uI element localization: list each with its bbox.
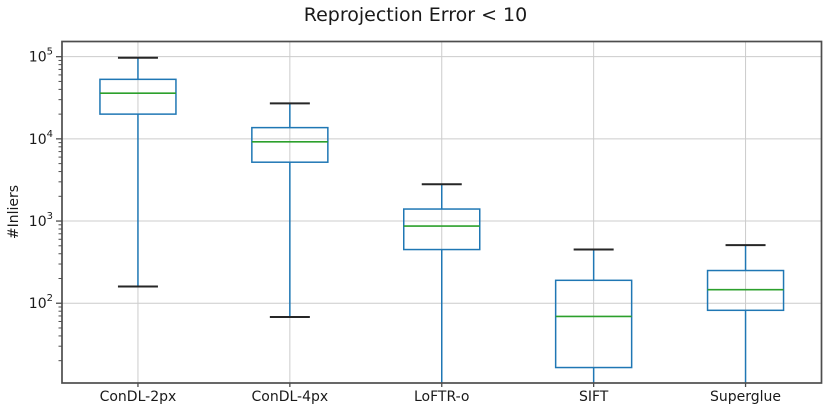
x-tick-label: LoFTR-o [414, 389, 470, 405]
box-rect [251, 126, 329, 163]
box-rect [403, 208, 481, 251]
box-rect [554, 279, 633, 369]
box-rect [99, 78, 177, 115]
y-tick-label: 103 [29, 211, 53, 230]
y-tick-label: 102 [29, 293, 53, 312]
x-tick-label: Superglue [710, 389, 781, 405]
y-tick-label: 104 [29, 129, 53, 148]
plot-border [61, 40, 823, 384]
y-tick-label: 105 [29, 47, 53, 66]
x-tick-label: ConDL-2px [100, 389, 177, 405]
x-tick-label: SIFT [579, 389, 609, 405]
chart-title: Reprojection Error < 10 [303, 4, 528, 26]
x-tick-label: ConDL-4px [252, 389, 329, 405]
